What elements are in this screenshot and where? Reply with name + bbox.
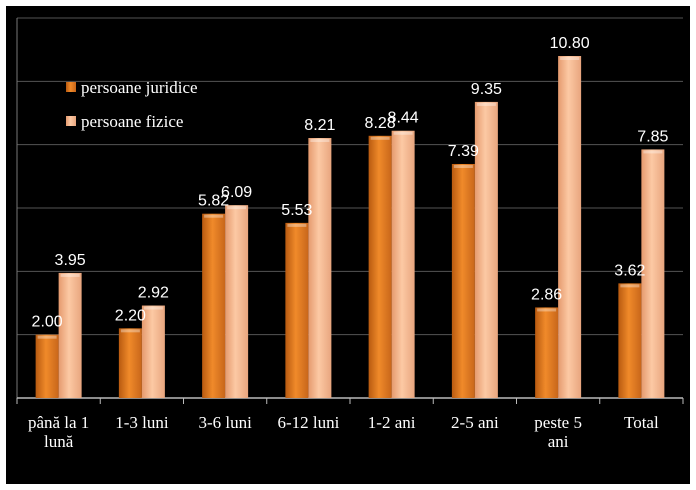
- bar-highlight: [643, 150, 663, 154]
- bar-persoane-fizice: [58, 272, 82, 398]
- x-tick-label: Total: [624, 413, 659, 432]
- data-label-persoane-juridice: 8.28: [365, 115, 396, 132]
- bar-highlight: [476, 102, 496, 106]
- data-label-persoane-fizice: 9.35: [471, 81, 502, 98]
- bar-highlight: [227, 206, 247, 210]
- x-tick-label: ani: [548, 432, 569, 451]
- bar-highlight: [370, 136, 390, 140]
- data-label-persoane-juridice: 5.82: [198, 193, 229, 210]
- bar-persoane-fizice: [391, 130, 415, 398]
- data-label-persoane-fizice: 10.80: [550, 35, 590, 52]
- bar-persoane-juridice: [451, 163, 475, 398]
- legend-item-persoane-fizice: persoane fizice: [66, 112, 183, 131]
- bar-persoane-juridice: [368, 135, 392, 399]
- bars: [35, 56, 665, 399]
- data-label-persoane-fizice: 3.95: [55, 252, 86, 269]
- x-tick-label: 1-3 luni: [115, 413, 169, 432]
- bar-highlight: [60, 273, 80, 277]
- data-label-persoane-juridice: 2.86: [531, 286, 562, 303]
- x-tick-label: 1-2 ani: [368, 413, 416, 432]
- bar-highlight: [204, 214, 224, 218]
- bar-highlight: [453, 164, 473, 168]
- legend-swatch-persoane-juridice: [66, 82, 76, 92]
- data-label-persoane-fizice: 7.85: [637, 128, 668, 145]
- bar-persoane-juridice: [118, 328, 142, 398]
- bar-highlight: [393, 131, 413, 135]
- bar-persoane-juridice: [535, 307, 559, 398]
- x-tick-label: lună: [44, 432, 74, 451]
- bar-highlight: [537, 308, 557, 312]
- data-label-persoane-juridice: 2.00: [32, 314, 63, 331]
- x-tick-label: 6-12 luni: [277, 413, 339, 432]
- data-label-persoane-juridice: 7.39: [448, 143, 479, 160]
- x-tick-label: peste 5: [534, 413, 582, 432]
- legend: persoane juridice persoane fizice: [66, 78, 198, 131]
- bar-highlight: [143, 306, 163, 310]
- data-label-persoane-juridice: 2.20: [115, 307, 146, 324]
- bar-highlight: [560, 57, 580, 60]
- axes: [16, 18, 684, 404]
- legend-label-persoane-fizice: persoane fizice: [81, 112, 183, 131]
- bar-persoane-fizice: [225, 205, 249, 398]
- x-tick-label: 2-5 ani: [451, 413, 499, 432]
- x-tick-label: 3-6 luni: [198, 413, 252, 432]
- bar-highlight: [120, 329, 140, 333]
- bar-persoane-juridice: [618, 283, 642, 398]
- bar-persoane-fizice: [641, 149, 665, 398]
- data-labels: 2.00 3.95 2.20 2.92 5.826.09 5.53 8.21 8.288.44…: [32, 35, 669, 331]
- data-label-persoane-juridice: 3.62: [614, 262, 645, 279]
- bar-highlight: [287, 223, 307, 227]
- data-label-persoane-juridice: 5.53: [281, 202, 312, 219]
- gridlines: [17, 17, 683, 336]
- bar-highlight: [37, 335, 57, 339]
- bar-persoane-juridice: [35, 334, 59, 398]
- x-tick-label: până la 1: [28, 413, 89, 432]
- legend-swatch-persoane-fizice: [66, 116, 76, 126]
- data-label-persoane-fizice: 2.92: [138, 285, 169, 302]
- legend-item-persoane-juridice: persoane juridice: [66, 78, 198, 97]
- bar-highlight: [310, 139, 330, 143]
- bar-persoane-fizice: [474, 101, 498, 399]
- data-label-persoane-fizice: 8.44: [388, 110, 419, 127]
- bar-persoane-fizice: [308, 138, 332, 398]
- data-label-persoane-fizice: 6.09: [221, 184, 252, 201]
- bar-persoane-fizice: [558, 56, 582, 398]
- data-label-persoane-fizice: 8.21: [304, 117, 335, 134]
- bar-persoane-juridice: [202, 213, 226, 398]
- bar-persoane-fizice: [141, 305, 165, 398]
- bar-persoane-juridice: [285, 222, 309, 398]
- bar-highlight: [620, 284, 640, 288]
- legend-label-persoane-juridice: persoane juridice: [81, 78, 198, 97]
